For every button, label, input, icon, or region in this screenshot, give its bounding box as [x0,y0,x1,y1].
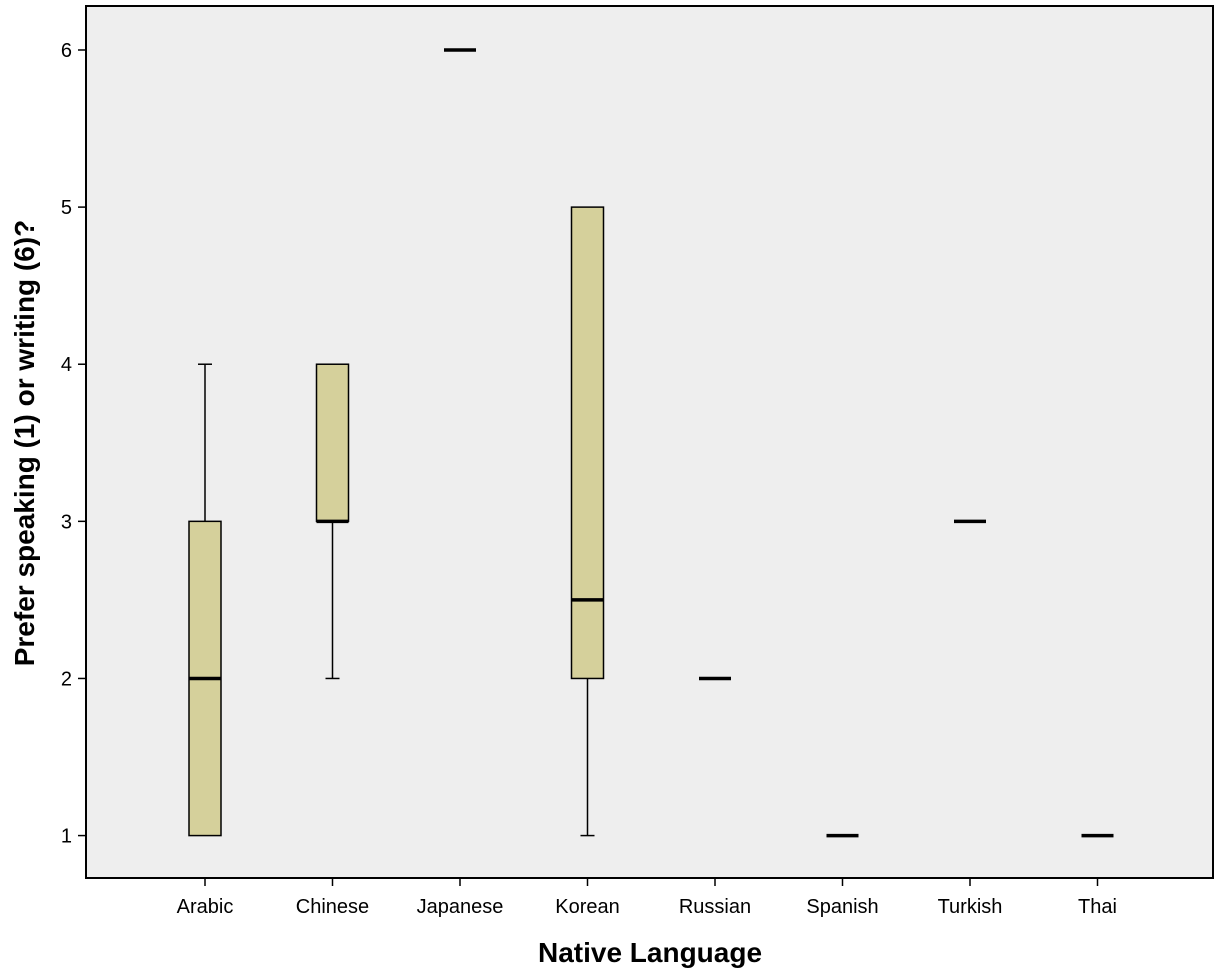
box-arabic [188,363,222,837]
y-tick-label: 2 [61,668,72,690]
box-chinese [315,363,350,680]
x-tick-label: Korean [555,896,620,918]
box-series [188,48,1114,838]
y-axis: 1 2 3 4 5 6 [61,40,86,848]
x-tick-label: Chinese [296,896,369,918]
x-tick-label: Japanese [417,896,504,918]
x-tick-label: Turkish [938,896,1003,918]
iqr-box [315,363,350,523]
plot-area [85,5,1214,879]
y-tick-label: 1 [61,826,72,848]
y-tick-label: 6 [61,40,72,62]
y-tick-label: 5 [61,197,72,219]
x-tick-label: Thai [1078,896,1117,918]
y-axis-title: Prefer speaking (1) or writing (6)? [9,220,40,667]
x-axis-title: Native Language [538,937,762,968]
x-tick-label: Arabic [177,896,234,918]
y-tick-label: 4 [61,354,72,376]
x-axis: Arabic Chinese Japanese Korean Russian Spanis… [177,878,1117,918]
y-tick-label: 3 [61,511,72,533]
x-tick-label: Russian [679,896,751,918]
x-tick-label: Spanish [806,896,878,918]
box-korean [570,206,605,837]
iqr-box [570,206,605,680]
